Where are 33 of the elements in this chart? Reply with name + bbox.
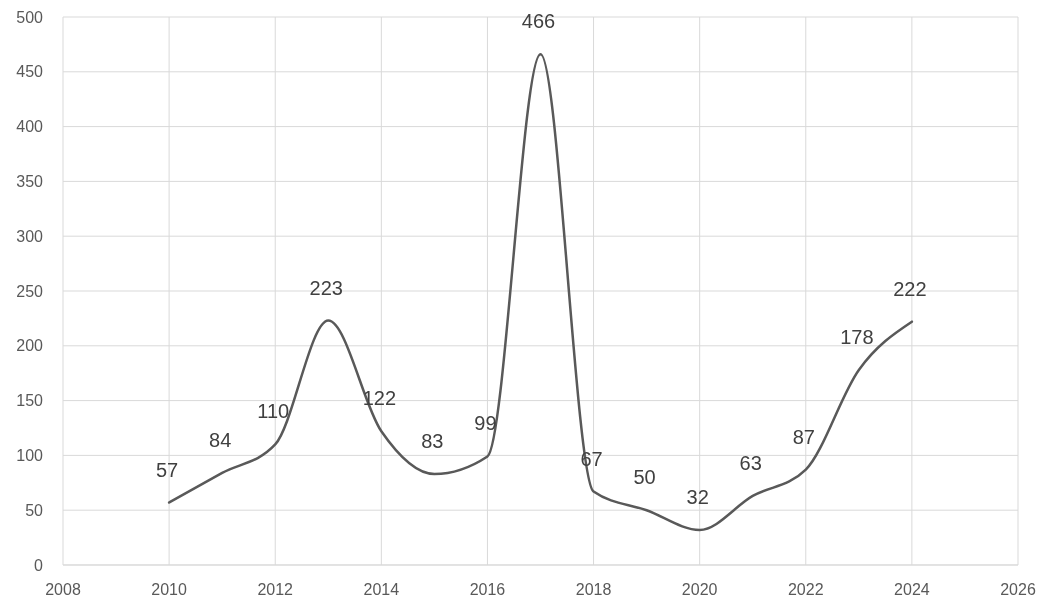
y-tick-label: 150 bbox=[16, 392, 44, 410]
y-tick-label: 100 bbox=[16, 447, 44, 464]
y-tick-label: 50 bbox=[25, 501, 44, 519]
y-tick-label: 450 bbox=[16, 63, 44, 81]
data-label: 466 bbox=[521, 10, 556, 33]
data-label: 32 bbox=[686, 485, 709, 508]
x-tick-label: 2008 bbox=[45, 581, 81, 598]
x-tick-label: 2018 bbox=[575, 581, 612, 598]
y-tick-label: 350 bbox=[16, 173, 44, 190]
data-label: 87 bbox=[792, 425, 815, 448]
x-tick-label: 2010 bbox=[151, 581, 188, 598]
y-tick-label: 200 bbox=[16, 337, 44, 355]
y-tick-label: 400 bbox=[16, 118, 44, 136]
x-tick-label: 2012 bbox=[257, 581, 294, 598]
x-tick-label: 2022 bbox=[787, 581, 824, 598]
x-tick-label: 2026 bbox=[1000, 581, 1036, 598]
data-label: 57 bbox=[155, 458, 179, 481]
x-tick-label: 2024 bbox=[894, 581, 930, 598]
data-label: 222 bbox=[893, 277, 927, 300]
data-label: 223 bbox=[309, 276, 343, 299]
y-tick-label: 0 bbox=[34, 556, 44, 574]
data-label: 83 bbox=[421, 430, 444, 453]
data-label: 110 bbox=[257, 400, 290, 423]
data-label: 84 bbox=[209, 428, 232, 451]
data-label: 63 bbox=[739, 451, 762, 474]
data-label: 178 bbox=[840, 325, 874, 348]
data-label: 50 bbox=[633, 466, 656, 489]
x-tick-label: 2016 bbox=[469, 581, 506, 598]
x-tick-label: 2020 bbox=[681, 581, 718, 598]
y-tick-label: 500 bbox=[16, 8, 44, 26]
y-tick-label: 250 bbox=[16, 282, 44, 300]
y-tick-label: 300 bbox=[16, 227, 44, 245]
x-tick-label: 2014 bbox=[363, 581, 400, 598]
